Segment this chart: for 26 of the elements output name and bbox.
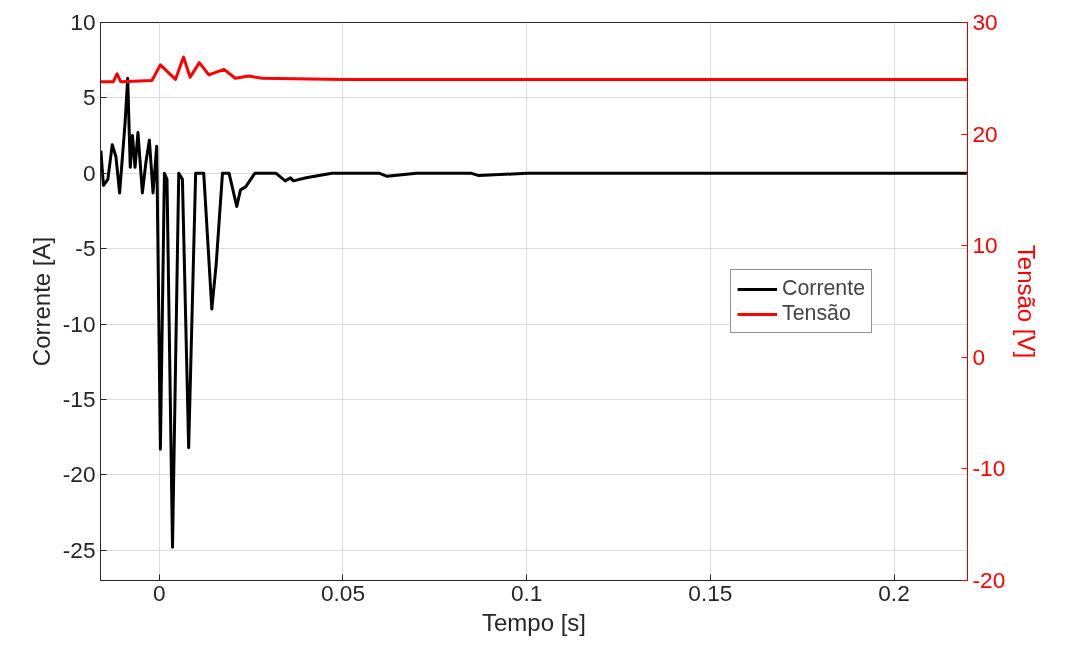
y2-tick-label: 20 (972, 120, 998, 147)
y-tick-label: -25 (62, 536, 96, 563)
y2-axis-title: Tensão [V] (1013, 244, 1041, 359)
line-series (100, 76, 968, 549)
y2-tick-label: -20 (972, 567, 1006, 593)
legend-label: Corrente (782, 276, 865, 301)
x-axis-title: Tempo [s] (481, 608, 587, 636)
x-tick-label: 0.2 (878, 579, 910, 606)
y-tick-label: -5 (75, 235, 96, 262)
y-tick-label: -10 (62, 310, 96, 337)
y-tick-label: 5 (82, 84, 96, 111)
legend-label: Tensão (782, 301, 851, 326)
y2-tick-label: 30 (972, 9, 998, 35)
x-tick-label: 0.1 (510, 579, 543, 606)
y-tick-label: 10 (70, 9, 96, 35)
y2-tick-label: 0 (972, 343, 986, 370)
y2-tick-label: 10 (972, 232, 998, 259)
y-tick-label: 0 (82, 159, 96, 186)
x-tick-label: 0.05 (320, 579, 366, 606)
line-series (100, 55, 968, 84)
y-tick-label: -20 (62, 461, 96, 488)
y-tick-label: -15 (62, 386, 96, 413)
x-tick-label: 0 (152, 579, 166, 606)
y-axis-title: Corrente [A] (27, 236, 55, 367)
x-tick-label: 0.15 (688, 579, 733, 606)
y2-tick-label: -10 (972, 455, 1006, 482)
